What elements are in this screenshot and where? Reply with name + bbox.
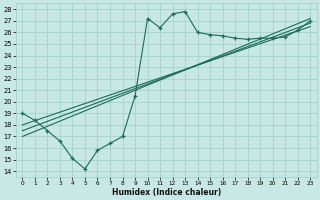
X-axis label: Humidex (Indice chaleur): Humidex (Indice chaleur): [112, 188, 221, 197]
